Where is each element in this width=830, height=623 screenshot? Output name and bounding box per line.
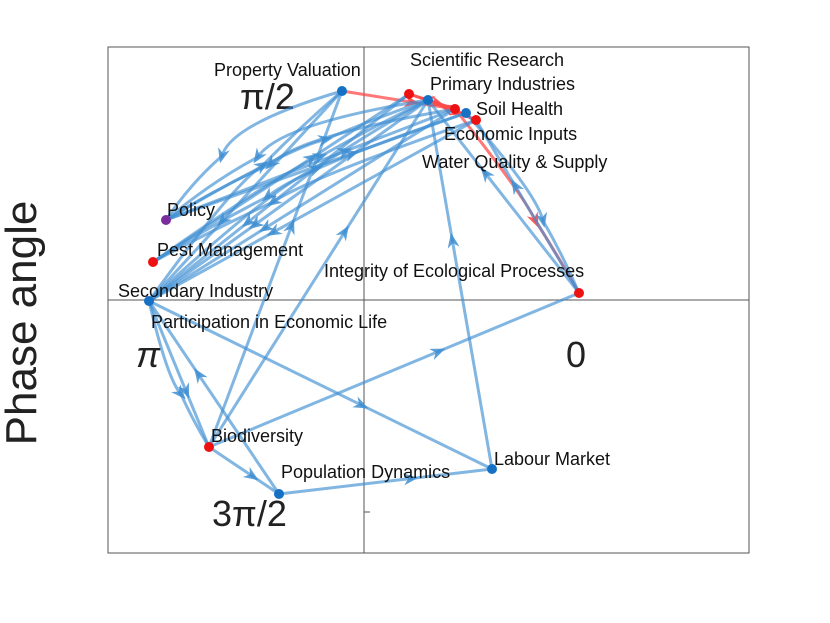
node-pest-management bbox=[148, 257, 158, 267]
node-label-soil-health: Soil Health bbox=[476, 99, 563, 119]
node-label-population-dynamics: Population Dynamics bbox=[281, 462, 450, 482]
node-label-secondary-industry: Secondary Industry bbox=[118, 281, 273, 301]
angle-label-bottom: 3π/2 bbox=[212, 493, 287, 534]
edge-secondary-industry-to-labour-market bbox=[147, 299, 494, 471]
edge-policy-to-water-quality bbox=[164, 111, 468, 222]
node-label-integrity: Integrity of Ecological Processes bbox=[324, 261, 584, 281]
node-integrity bbox=[574, 288, 584, 298]
edge-participation-to-biodiversity bbox=[147, 299, 211, 449]
node-label-property-valuation: Property Valuation bbox=[214, 60, 361, 80]
edge-biodiversity-to-primary-industries bbox=[207, 98, 430, 449]
edge-property-valuation-to-secondary-industry bbox=[147, 89, 344, 303]
node-economic-inputs bbox=[471, 115, 481, 125]
node-label-water-quality: Water Quality & Supply bbox=[422, 152, 607, 172]
node-policy bbox=[161, 215, 171, 225]
node-property-valuation bbox=[337, 86, 347, 96]
node-label-biodiversity: Biodiversity bbox=[211, 426, 303, 446]
angle-label-right: 0 bbox=[566, 334, 586, 375]
edge-biodiversity-to-integrity bbox=[207, 291, 581, 449]
node-soil-health bbox=[450, 104, 460, 114]
node-label-labour-market: Labour Market bbox=[494, 449, 610, 469]
nodes-layer bbox=[144, 86, 584, 499]
node-label-policy: Policy bbox=[167, 200, 215, 220]
node-water-quality bbox=[461, 108, 471, 118]
node-primary-industries bbox=[423, 95, 433, 105]
edges-layer bbox=[147, 89, 581, 496]
edge-labour-market-to-primary-industries bbox=[426, 98, 494, 471]
edge-policy-to-primary-industries bbox=[164, 98, 430, 222]
node-label-primary-industries: Primary Industries bbox=[430, 74, 575, 94]
node-scientific-research bbox=[404, 89, 414, 99]
edge-water-quality-to-integrity bbox=[464, 111, 581, 295]
node-label-economic-inputs: Economic Inputs bbox=[444, 124, 577, 144]
y-axis-label: Phase angle bbox=[0, 200, 46, 446]
node-population-dynamics bbox=[274, 489, 284, 499]
node-biodiversity bbox=[204, 442, 214, 452]
angle-label-left: π bbox=[136, 334, 161, 375]
node-label-scientific-research: Scientific Research bbox=[410, 50, 564, 70]
edge-pest-management-to-scientific-research bbox=[151, 92, 411, 264]
edge-population-dynamics-to-secondary-industry bbox=[147, 299, 281, 496]
edge-population-dynamics-to-labour-market bbox=[277, 467, 494, 496]
node-secondary-industry bbox=[144, 296, 154, 306]
edge-biodiversity-to-population-dynamics bbox=[207, 445, 281, 496]
edge-integrity-to-primary-industries bbox=[426, 98, 581, 295]
node-label-participation: Participation in Economic Life bbox=[151, 312, 387, 332]
node-label-pest-management: Pest Management bbox=[157, 240, 303, 260]
edge-property-valuation-to-policy bbox=[164, 89, 344, 222]
node-labour-market bbox=[487, 464, 497, 474]
labels-layer: Property Valuation Scientific Research Pri… bbox=[118, 50, 610, 482]
